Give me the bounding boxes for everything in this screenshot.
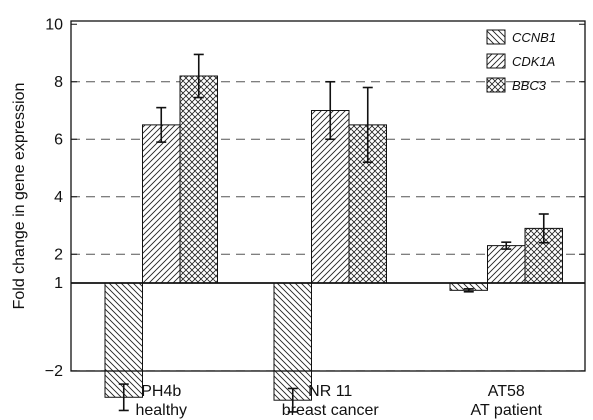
bar-cdk1a-2 — [487, 245, 526, 284]
y-tick-label: 4 — [54, 189, 63, 206]
category-sublabel: breast cancer — [282, 402, 380, 419]
y-tick-label: 2 — [54, 246, 63, 263]
legend-swatch-ccnb1 — [486, 29, 506, 45]
bars — [104, 75, 563, 401]
y-axis-title: Fold change in gene expression — [11, 83, 28, 310]
bar-bbc3-0 — [179, 75, 218, 284]
plot-frame — [70, 20, 586, 372]
legend: CCNB1 CDK1A BBC3 — [486, 29, 556, 93]
bar-cdk1a-0 — [142, 124, 181, 284]
legend-label-bbc3: BBC3 — [512, 78, 547, 93]
bar-ccnb1-0 — [104, 282, 143, 398]
category-sublabel: healthy — [135, 402, 187, 419]
legend-label-ccnb1: CCNB1 — [512, 30, 556, 45]
x-axis-labels: PH4b healthy NR 11 breast cancer AT58 AT pati… — [135, 383, 542, 419]
error-bars — [118, 53, 549, 413]
category-sublabel: AT patient — [471, 402, 543, 419]
legend-swatch-cdk1a — [486, 53, 506, 69]
y-tick-label: 6 — [54, 131, 63, 148]
category-label: NR 11 — [308, 383, 352, 400]
y-tick-label: 8 — [54, 74, 63, 91]
category-label: AT58 — [488, 383, 525, 400]
y-tick-label: −2 — [45, 363, 63, 380]
bar-ccnb1-1 — [273, 282, 312, 401]
legend-label-cdk1a: CDK1A — [512, 54, 555, 69]
legend-swatch-bbc3 — [486, 77, 506, 93]
y-tick-label: 1 — [54, 275, 63, 292]
category-label: PH4b — [141, 383, 181, 400]
y-tick-label: 10 — [45, 16, 63, 33]
